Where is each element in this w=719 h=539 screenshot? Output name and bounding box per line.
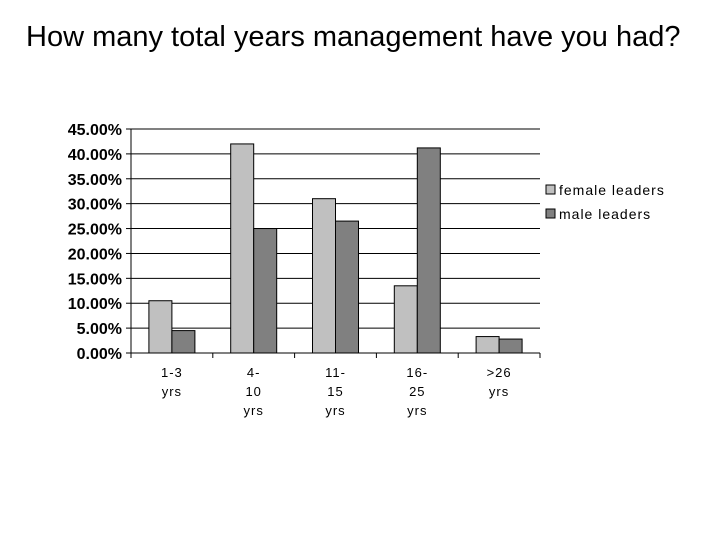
- bar-male-leaders: [498, 338, 523, 354]
- legend-label: male leaders: [559, 206, 651, 222]
- legend-swatch: [545, 208, 556, 219]
- x-tick-label: 11- 15 yrs: [325, 365, 346, 418]
- bar-male-leaders: [171, 330, 196, 354]
- y-axis-ticks: 0.00% 5.00% 10.00% 15.00% 20.00% 25.00% 30.00%…: [68, 122, 131, 363]
- y-tick-label: 25.00%: [68, 222, 122, 239]
- x-tick-label: 4- 10 yrs: [244, 365, 264, 418]
- x-tick-label-line: yrs: [244, 403, 264, 418]
- bar-female-leaders: [148, 300, 173, 354]
- x-tick-label-line: yrs: [407, 403, 427, 418]
- y-tick-label: 30.00%: [68, 197, 122, 214]
- legend-label: female leaders: [559, 182, 665, 198]
- x-tick-label-line: 16-: [406, 365, 428, 380]
- x-tick-label-line: 25: [409, 384, 425, 399]
- x-tick-label-line: 10: [245, 384, 261, 399]
- x-tick-label-line: >26: [487, 365, 512, 380]
- x-tick-label: >26 yrs: [487, 365, 512, 399]
- y-tick-label: 0.00%: [77, 346, 122, 363]
- bar-female-leaders: [312, 198, 336, 354]
- x-tick-label-line: 15: [327, 384, 343, 399]
- x-tick-label: 16- 25 yrs: [406, 365, 428, 418]
- bars: [148, 143, 523, 354]
- bar-male-leaders: [335, 220, 359, 354]
- bar-female-leaders: [475, 336, 500, 354]
- bar-female-leaders: [230, 143, 255, 354]
- y-tick-label: 10.00%: [68, 296, 122, 313]
- legend: female leaders male leaders: [545, 182, 665, 222]
- y-tick-label: 20.00%: [68, 246, 122, 263]
- axes: [130, 129, 540, 354]
- slide-title: How many total years management have you…: [26, 21, 681, 53]
- x-tick-label-line: yrs: [325, 403, 345, 418]
- bar-female-leaders: [393, 285, 418, 354]
- x-tick-label-line: yrs: [162, 384, 182, 399]
- legend-swatch: [545, 184, 556, 195]
- x-tick-label-line: 11-: [325, 365, 346, 380]
- y-tick-label: 35.00%: [68, 172, 122, 189]
- y-tick-label: 45.00%: [68, 122, 122, 139]
- x-axis-ticks: 1-3 yrs 4- 10 yrs 11- 15 yrs 16- 25 yrs >26 yrs: [130, 353, 541, 418]
- x-tick-label-line: yrs: [489, 384, 509, 399]
- bar-male-leaders: [253, 228, 278, 354]
- x-tick-label-line: 1-3: [161, 365, 183, 380]
- y-tick-label: 5.00%: [77, 321, 122, 338]
- x-tick-label: 1-3 yrs: [161, 365, 183, 399]
- y-tick-label: 40.00%: [68, 147, 122, 164]
- bar-male-leaders: [416, 147, 441, 354]
- x-tick-label-line: 4-: [247, 365, 261, 380]
- y-tick-label: 15.00%: [68, 271, 122, 288]
